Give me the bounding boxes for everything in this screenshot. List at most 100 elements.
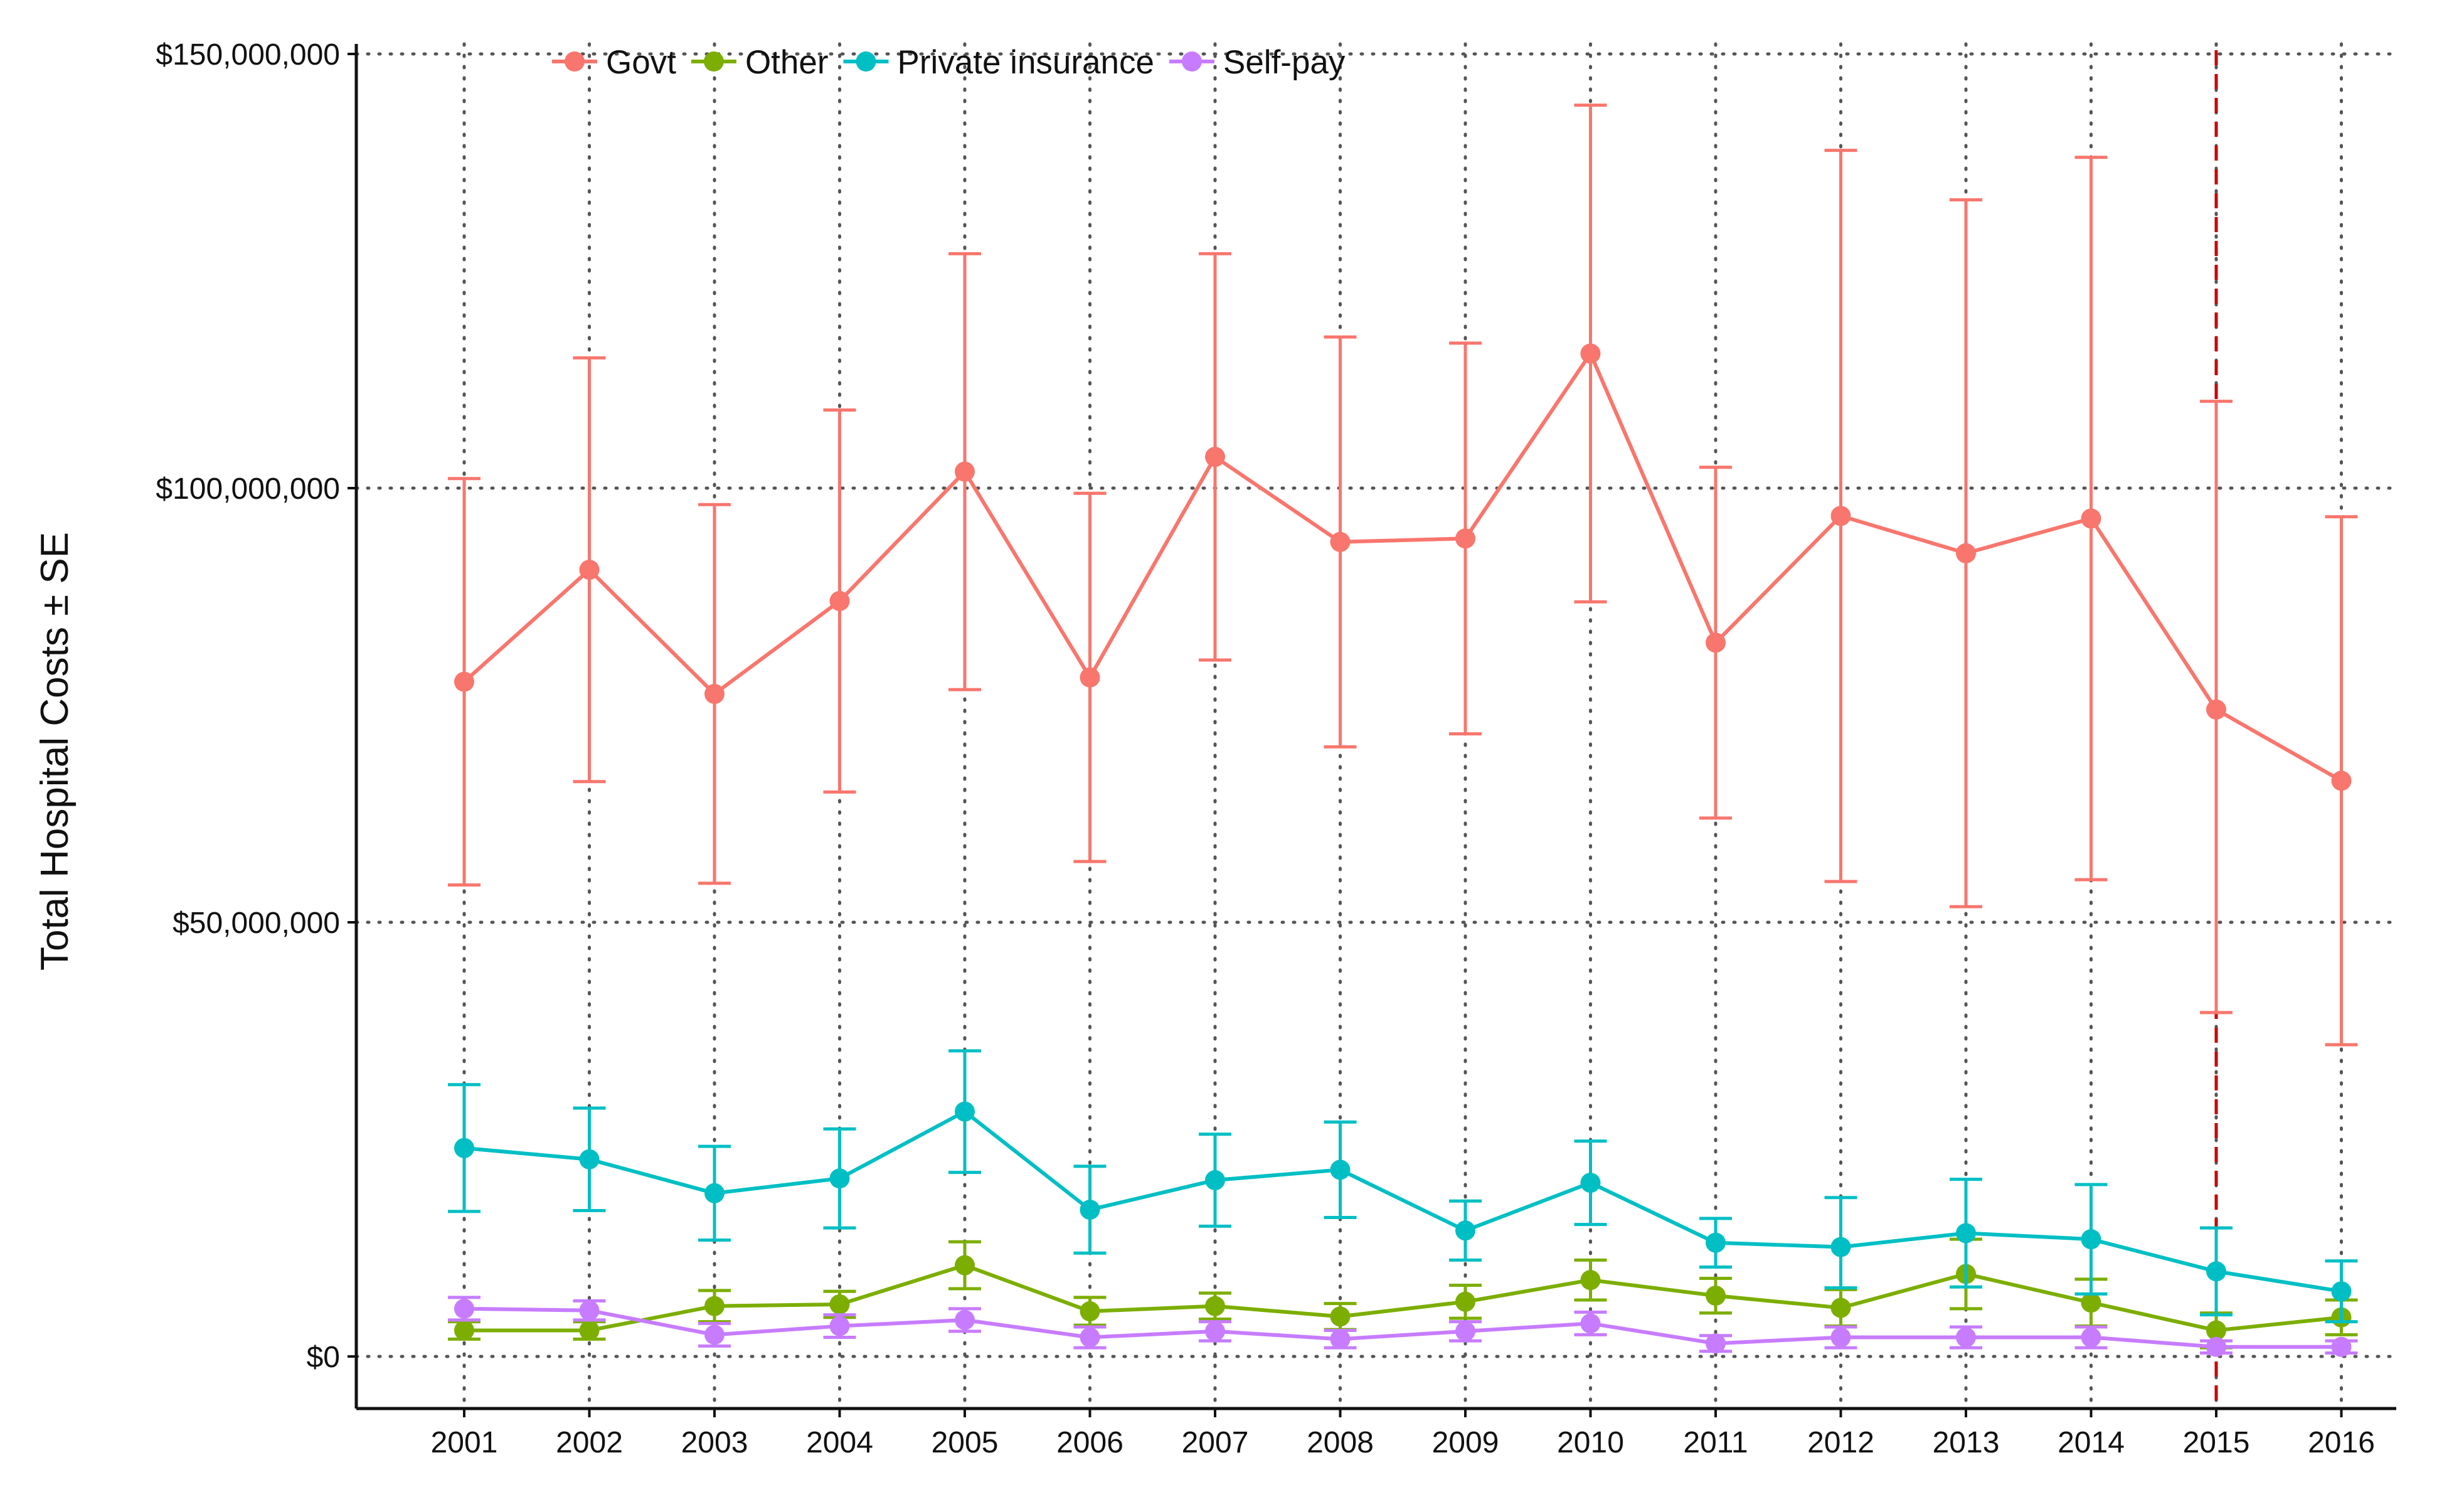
data-point-govt-2012 bbox=[1830, 506, 1851, 526]
x-tick-label-2015: 2015 bbox=[2183, 1426, 2250, 1459]
x-tick-label-2010: 2010 bbox=[1557, 1426, 1624, 1459]
series-line-other bbox=[464, 1263, 2342, 1333]
legend-key-point-govt bbox=[565, 51, 585, 72]
data-point-private-insurance-2009 bbox=[1455, 1220, 1475, 1241]
data-point-private-insurance-2002 bbox=[579, 1149, 600, 1169]
data-point-other-2007 bbox=[1205, 1296, 1225, 1316]
data-point-self-pay-2010 bbox=[1580, 1313, 1601, 1334]
series-private-insurance bbox=[448, 1049, 2358, 1324]
data-point-self-pay-2013 bbox=[1956, 1327, 1976, 1348]
data-point-private-insurance-2001 bbox=[454, 1137, 474, 1158]
data-point-other-2015 bbox=[2206, 1320, 2226, 1341]
data-point-other-2014 bbox=[2081, 1292, 2101, 1313]
data-point-self-pay-2011 bbox=[1706, 1333, 1726, 1354]
data-point-self-pay-2015 bbox=[2206, 1336, 2226, 1357]
x-tick-label-2004: 2004 bbox=[806, 1426, 873, 1459]
series-layer bbox=[448, 104, 2358, 1357]
data-point-private-insurance-2015 bbox=[2206, 1261, 2226, 1282]
y-tick-label-1: $50,000,000 bbox=[173, 907, 340, 940]
data-point-private-insurance-2005 bbox=[955, 1101, 975, 1122]
data-point-self-pay-2012 bbox=[1830, 1327, 1851, 1348]
data-point-private-insurance-2008 bbox=[1330, 1159, 1351, 1180]
x-tick-label-2001: 2001 bbox=[431, 1426, 498, 1459]
data-point-private-insurance-2003 bbox=[704, 1183, 725, 1203]
data-point-private-insurance-2004 bbox=[829, 1168, 850, 1189]
data-point-govt-2008 bbox=[1330, 531, 1351, 552]
data-point-private-insurance-2007 bbox=[1205, 1170, 1225, 1191]
data-point-other-2010 bbox=[1580, 1270, 1601, 1291]
data-point-self-pay-2006 bbox=[1080, 1327, 1100, 1348]
x-tick-label-2016: 2016 bbox=[2308, 1426, 2375, 1459]
legend-label-private-insurance: Private insurance bbox=[898, 44, 1154, 81]
data-point-other-2004 bbox=[829, 1294, 850, 1314]
legend-item-govt: Govt bbox=[552, 44, 676, 81]
data-point-other-2001 bbox=[454, 1320, 474, 1341]
data-point-other-2006 bbox=[1080, 1301, 1100, 1322]
data-point-govt-2015 bbox=[2206, 699, 2226, 720]
y-tick-label-2: $100,000,000 bbox=[156, 472, 340, 506]
data-point-private-insurance-2016 bbox=[2331, 1281, 2352, 1302]
data-point-govt-2013 bbox=[1956, 543, 1976, 563]
x-tick-label-2008: 2008 bbox=[1307, 1426, 1374, 1459]
series-line-govt bbox=[462, 351, 2342, 783]
data-point-private-insurance-2010 bbox=[1580, 1173, 1601, 1193]
data-point-other-2012 bbox=[1830, 1297, 1851, 1318]
x-tick-label-2007: 2007 bbox=[1182, 1426, 1249, 1459]
data-point-private-insurance-2012 bbox=[1830, 1237, 1851, 1257]
data-point-govt-2010 bbox=[1580, 343, 1601, 364]
y-axis-label: Total Hospital Costs ± SE bbox=[33, 532, 77, 971]
data-point-govt-2005 bbox=[955, 461, 975, 482]
legend-label-self-pay: Self-pay bbox=[1223, 44, 1346, 81]
legend-label-other: Other bbox=[745, 44, 829, 81]
series-line-self-pay bbox=[464, 1306, 2342, 1349]
y-tick-label-0: $0 bbox=[307, 1341, 340, 1374]
data-point-govt-2002 bbox=[579, 560, 600, 580]
data-point-govt-2003 bbox=[704, 684, 725, 705]
legend-label-govt: Govt bbox=[606, 44, 676, 81]
data-point-self-pay-2007 bbox=[1205, 1321, 1225, 1341]
data-point-govt-2016 bbox=[2331, 770, 2352, 791]
data-point-self-pay-2014 bbox=[2081, 1327, 2101, 1348]
data-point-other-2008 bbox=[1330, 1306, 1351, 1327]
data-point-self-pay-2001 bbox=[454, 1298, 474, 1319]
legend-key-point-other bbox=[703, 51, 724, 72]
legend-key-point-private-insurance bbox=[856, 51, 876, 72]
x-tick-label-2002: 2002 bbox=[556, 1426, 623, 1459]
data-point-govt-2006 bbox=[1080, 667, 1100, 688]
x-tick-label-2013: 2013 bbox=[1933, 1426, 2000, 1459]
data-point-self-pay-2003 bbox=[704, 1324, 725, 1345]
axes: $0 $50,000,000 $100,000,000 $150,000,000 200… bbox=[156, 38, 2396, 1459]
data-point-govt-2014 bbox=[2081, 508, 2101, 529]
data-point-govt-2009 bbox=[1455, 528, 1475, 549]
x-tick-label-2006: 2006 bbox=[1056, 1426, 1123, 1459]
legend-key-point-self-pay bbox=[1181, 51, 1202, 72]
legend-item-self-pay: Self-pay bbox=[1169, 44, 1346, 81]
x-tick-label-2005: 2005 bbox=[932, 1426, 999, 1459]
data-point-govt-2004 bbox=[829, 590, 850, 611]
data-point-other-2011 bbox=[1706, 1286, 1726, 1306]
legend: Govt Other Private insurance Self-pay bbox=[552, 44, 1346, 81]
x-tick-label-2003: 2003 bbox=[681, 1426, 748, 1459]
legend-item-other: Other bbox=[691, 44, 829, 81]
x-tick-label-2014: 2014 bbox=[2058, 1426, 2125, 1459]
data-point-other-2002 bbox=[579, 1320, 600, 1341]
data-point-govt-2001 bbox=[454, 671, 474, 692]
legend-item-private-insurance: Private insurance bbox=[843, 44, 1154, 81]
series-self-pay bbox=[448, 1296, 2358, 1357]
data-point-private-insurance-2011 bbox=[1706, 1232, 1726, 1253]
data-point-self-pay-2008 bbox=[1330, 1329, 1351, 1350]
data-point-govt-2011 bbox=[1706, 632, 1726, 653]
x-tick-label-2011: 2011 bbox=[1683, 1426, 1748, 1459]
data-point-self-pay-2004 bbox=[829, 1316, 850, 1336]
series-govt bbox=[448, 104, 2358, 1047]
data-point-govt-2007 bbox=[1205, 447, 1225, 467]
x-tick-label-2009: 2009 bbox=[1432, 1426, 1499, 1459]
data-point-other-2005 bbox=[955, 1255, 975, 1276]
data-point-self-pay-2005 bbox=[955, 1309, 975, 1330]
data-point-other-2009 bbox=[1455, 1291, 1475, 1312]
data-point-private-insurance-2013 bbox=[1956, 1223, 1976, 1244]
data-point-self-pay-2002 bbox=[579, 1300, 600, 1321]
y-tick-label-3: $150,000,000 bbox=[156, 38, 340, 72]
